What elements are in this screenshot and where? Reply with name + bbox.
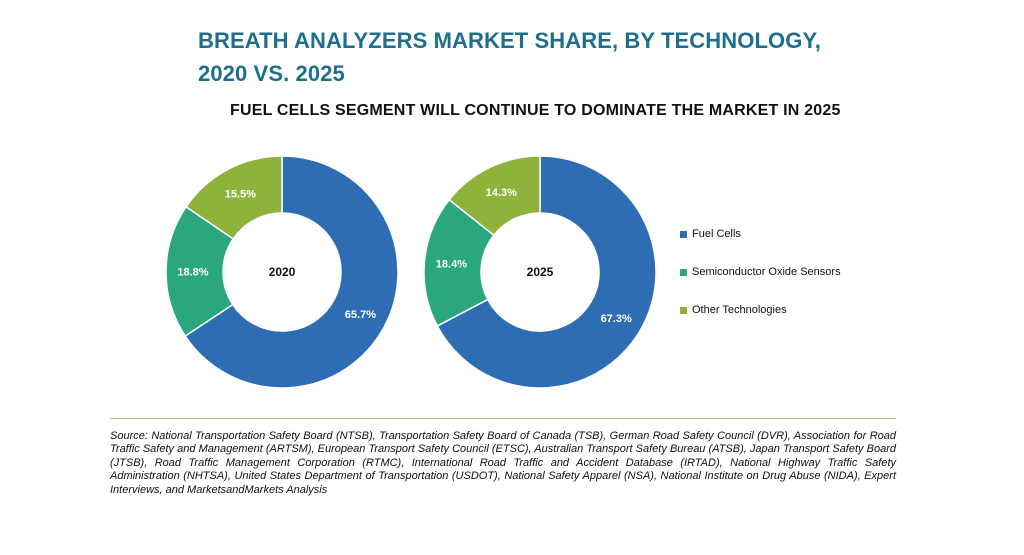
legend-label-semiconductor-oxide-sensors: Semiconductor Oxide Sensors — [692, 266, 841, 278]
donut-2020-label-fuel-cells: 65.7% — [345, 309, 376, 321]
legend-swatch-other-technologies — [680, 306, 687, 314]
donut-2020-slice-fuel-cells — [184, 155, 399, 389]
donut-2025-label-semiconductor-oxide-sensors: 18.4% — [436, 259, 467, 271]
donut-2025-center-label: 2025 — [527, 265, 554, 279]
donut-2025-label-fuel-cells: 67.3% — [601, 313, 632, 325]
legend-item-semiconductor-oxide-sensors: Semiconductor Oxide Sensors — [680, 262, 841, 282]
legend-label-other-technologies: Other Technologies — [692, 304, 787, 316]
chart-title: BREATH ANALYZERS MARKET SHARE, BY TECHNO… — [198, 24, 821, 90]
donut-2020-center-label: 2020 — [269, 265, 296, 279]
chart-title-line-2: 2020 VS. 2025 — [198, 61, 345, 86]
donut-2020-label-semiconductor-oxide-sensors: 18.8% — [177, 266, 208, 278]
donut-2020-slice-semiconductor-oxide-sensors — [165, 205, 235, 338]
chart-title-line-1: BREATH ANALYZERS MARKET SHARE, BY TECHNO… — [198, 28, 821, 53]
source-note: Source: National Transportation Safety B… — [110, 430, 896, 496]
chart-subtitle: FUEL CELLS SEGMENT WILL CONTINUE TO DOMI… — [230, 102, 841, 119]
donut-2025-slice-fuel-cells — [436, 155, 657, 389]
legend-item-other-technologies: Other Technologies — [680, 300, 841, 320]
legend-swatch-semiconductor-oxide-sensors — [680, 268, 687, 276]
donut-2025-label-other-technologies: 14.3% — [486, 187, 517, 199]
source-divider — [110, 418, 896, 419]
donut-2020-slice-other-technologies — [185, 155, 283, 240]
donut-2020-label-other-technologies: 15.5% — [225, 188, 256, 200]
legend-label-fuel-cells: Fuel Cells — [692, 228, 741, 240]
legend-swatch-fuel-cells — [680, 230, 687, 238]
legend-item-fuel-cells: Fuel Cells — [680, 224, 841, 244]
donut-2025-slice-other-technologies — [448, 155, 541, 237]
legend: Fuel Cells Semiconductor Oxide Sensors O… — [680, 224, 841, 338]
